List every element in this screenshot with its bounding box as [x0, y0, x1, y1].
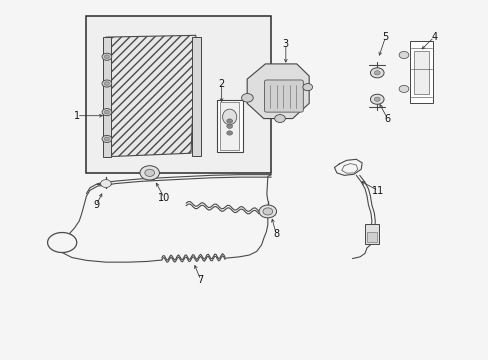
Bar — [409, 41, 432, 103]
Text: 9: 9 — [93, 200, 99, 210]
Polygon shape — [106, 35, 196, 157]
Circle shape — [373, 97, 379, 102]
Circle shape — [226, 124, 232, 129]
Text: 10: 10 — [158, 193, 170, 203]
Bar — [365, 224, 378, 244]
Text: 8: 8 — [272, 229, 279, 239]
Circle shape — [102, 109, 112, 116]
Text: 2: 2 — [218, 78, 224, 89]
Circle shape — [302, 84, 312, 91]
Bar — [413, 51, 428, 94]
Text: 11: 11 — [371, 186, 384, 196]
Circle shape — [370, 94, 383, 104]
Bar — [192, 37, 201, 156]
Circle shape — [274, 114, 285, 122]
Circle shape — [241, 94, 253, 102]
Circle shape — [398, 51, 408, 59]
Circle shape — [144, 169, 154, 176]
Circle shape — [104, 55, 109, 59]
Circle shape — [226, 131, 232, 135]
Circle shape — [259, 205, 276, 218]
Text: 1: 1 — [74, 111, 80, 121]
Circle shape — [102, 80, 112, 87]
Circle shape — [101, 180, 111, 188]
Bar — [220, 102, 239, 150]
Circle shape — [104, 82, 109, 85]
Circle shape — [140, 166, 159, 180]
FancyBboxPatch shape — [264, 80, 303, 112]
Text: 4: 4 — [430, 32, 436, 42]
Circle shape — [102, 135, 112, 143]
Circle shape — [102, 53, 112, 60]
Polygon shape — [246, 64, 308, 118]
Bar — [86, 16, 271, 173]
Circle shape — [373, 71, 379, 75]
Bar — [366, 232, 376, 242]
Text: 3: 3 — [282, 39, 288, 49]
Circle shape — [226, 119, 232, 123]
Text: 5: 5 — [382, 32, 388, 42]
Bar — [102, 37, 111, 157]
Circle shape — [398, 85, 408, 93]
Circle shape — [104, 137, 109, 141]
Text: 7: 7 — [197, 275, 203, 285]
Circle shape — [370, 68, 383, 78]
Bar — [216, 100, 242, 152]
Text: 6: 6 — [384, 114, 390, 124]
Circle shape — [104, 111, 109, 114]
Ellipse shape — [222, 109, 236, 125]
Circle shape — [263, 208, 272, 215]
